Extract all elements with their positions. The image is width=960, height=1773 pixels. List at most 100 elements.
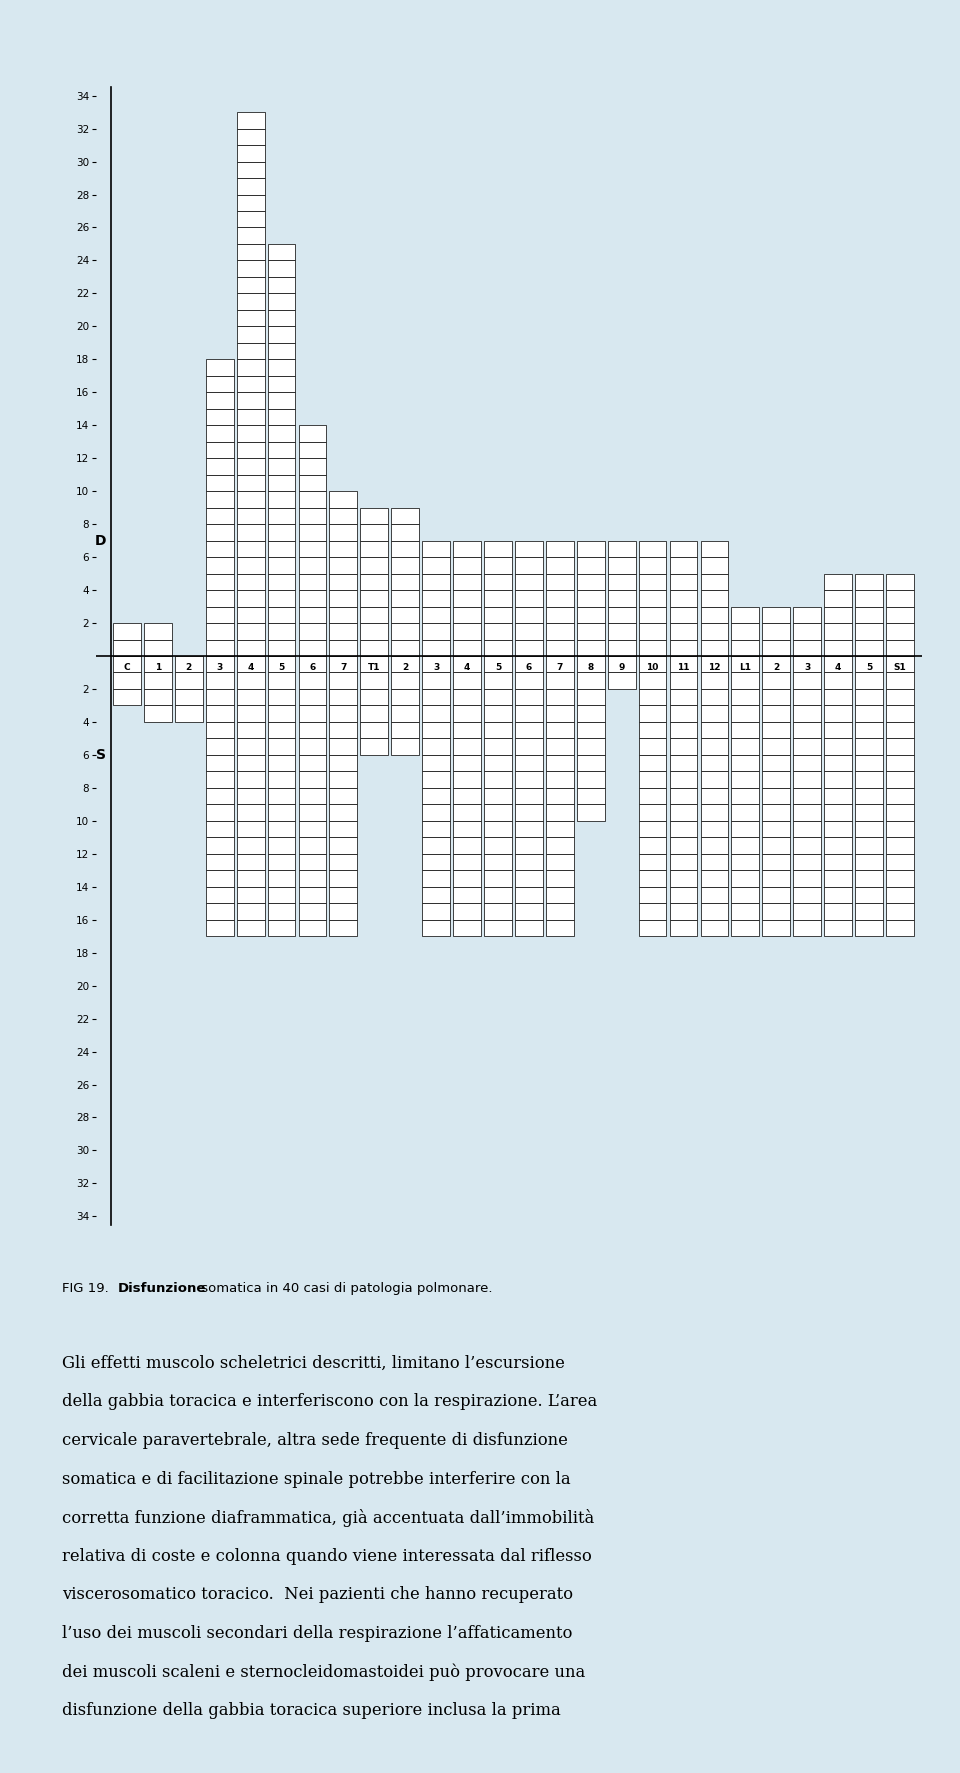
Bar [392, 590, 420, 606]
Bar [732, 755, 759, 771]
Bar [268, 293, 296, 310]
Bar [762, 771, 790, 787]
Text: 11: 11 [677, 663, 689, 672]
Bar [484, 738, 512, 755]
Bar [855, 672, 883, 690]
Text: D: D [95, 534, 107, 548]
Bar [669, 606, 697, 622]
Bar [205, 590, 233, 606]
Bar [299, 622, 326, 640]
Bar [205, 541, 233, 557]
Bar [237, 855, 265, 871]
Bar [515, 622, 542, 640]
Bar [175, 690, 203, 706]
Bar [701, 902, 729, 920]
Bar [237, 871, 265, 886]
Bar [453, 722, 481, 738]
Bar [237, 722, 265, 738]
Bar [205, 855, 233, 871]
Bar [268, 507, 296, 525]
Bar [638, 640, 666, 656]
Bar [268, 672, 296, 690]
Bar [268, 277, 296, 293]
Bar [205, 392, 233, 410]
Bar [638, 855, 666, 871]
Bar [701, 706, 729, 722]
Bar [638, 738, 666, 755]
Text: 2: 2 [402, 663, 408, 672]
Bar [113, 640, 141, 656]
Text: T1: T1 [368, 663, 380, 672]
Bar [268, 640, 296, 656]
Bar [515, 606, 542, 622]
Bar [453, 656, 481, 672]
Bar [299, 837, 326, 855]
Bar [793, 622, 821, 640]
Bar [237, 195, 265, 211]
Bar [669, 738, 697, 755]
Bar [484, 640, 512, 656]
Bar [299, 672, 326, 690]
Bar [268, 805, 296, 821]
Bar [825, 902, 852, 920]
Bar [329, 590, 357, 606]
Bar [422, 855, 450, 871]
Bar [205, 902, 233, 920]
Bar [329, 805, 357, 821]
Bar [237, 557, 265, 574]
Bar [855, 920, 883, 936]
Bar [205, 821, 233, 837]
Bar [793, 920, 821, 936]
Bar [237, 293, 265, 310]
Bar [392, 622, 420, 640]
Bar [732, 920, 759, 936]
Bar [360, 706, 388, 722]
Bar [886, 622, 914, 640]
Bar [546, 690, 574, 706]
Bar [608, 672, 636, 690]
Bar [268, 310, 296, 326]
Bar [329, 871, 357, 886]
Bar [577, 574, 605, 590]
Bar [546, 541, 574, 557]
Text: 3: 3 [804, 663, 810, 672]
Bar [268, 426, 296, 441]
Bar [669, 871, 697, 886]
Bar [237, 410, 265, 426]
Bar [237, 145, 265, 161]
Bar [299, 606, 326, 622]
Bar [793, 837, 821, 855]
Bar [392, 557, 420, 574]
Bar [546, 672, 574, 690]
Bar [329, 622, 357, 640]
Bar [855, 886, 883, 902]
Bar [825, 755, 852, 771]
Bar [329, 855, 357, 871]
Bar [237, 342, 265, 360]
Bar [299, 491, 326, 507]
Bar [701, 821, 729, 837]
Bar [638, 722, 666, 738]
Bar [577, 787, 605, 805]
Bar [453, 920, 481, 936]
Bar [638, 902, 666, 920]
Bar [732, 871, 759, 886]
Bar [453, 606, 481, 622]
Bar [669, 656, 697, 672]
Bar [299, 755, 326, 771]
Bar [825, 837, 852, 855]
Bar [299, 902, 326, 920]
Bar [886, 672, 914, 690]
Bar [701, 590, 729, 606]
Bar [237, 392, 265, 410]
Bar [268, 410, 296, 426]
Bar [515, 787, 542, 805]
Bar [299, 722, 326, 738]
Text: 2: 2 [773, 663, 780, 672]
Bar [329, 690, 357, 706]
Bar [484, 590, 512, 606]
Bar [268, 738, 296, 755]
Bar [886, 837, 914, 855]
Bar [237, 656, 265, 672]
Bar [793, 821, 821, 837]
